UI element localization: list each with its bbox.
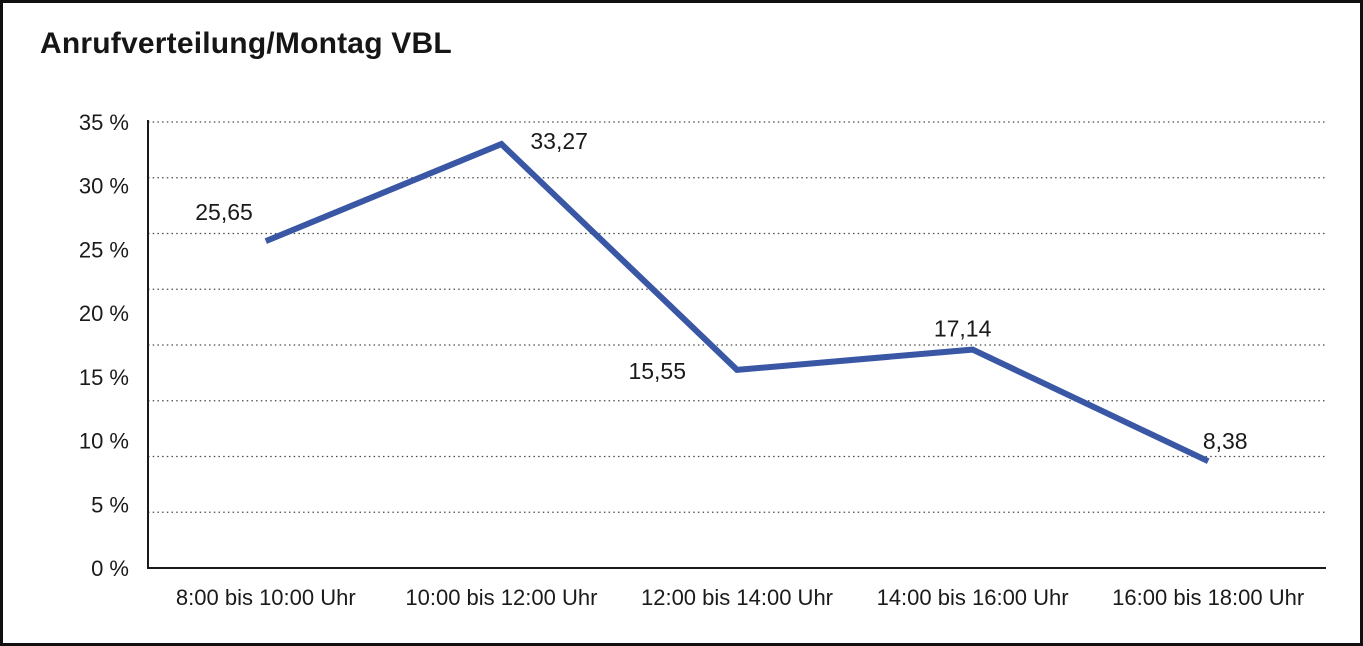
series-line xyxy=(264,140,1210,464)
point-label: 15,55 xyxy=(628,358,686,384)
y-tick-label: 35 % xyxy=(79,110,129,135)
y-tick-label: 5 % xyxy=(91,492,129,517)
point-label: 33,27 xyxy=(530,128,588,154)
x-category-label: 10:00 bis 12:00 Uhr xyxy=(405,585,597,610)
y-tick-label: 15 % xyxy=(79,365,129,390)
y-tick-label: 25 % xyxy=(79,237,129,262)
y-tick-label: 10 % xyxy=(79,429,129,454)
gridlines xyxy=(148,121,1326,513)
point-label: 17,14 xyxy=(934,316,992,342)
x-category-label: 14:00 bis 16:00 Uhr xyxy=(877,585,1069,610)
y-tick-label: 20 % xyxy=(79,301,129,326)
point-label: 8,38 xyxy=(1203,428,1248,454)
point-label: 25,65 xyxy=(195,199,253,225)
x-category-label: 16:00 bis 18:00 Uhr xyxy=(1112,585,1304,610)
y-tick-label: 0 % xyxy=(91,556,129,581)
chart-title: Anrufverteilung/Montag VBL xyxy=(40,27,452,60)
point-labels: 25,65 33,27 15,55 17,14 8,38 xyxy=(195,128,1247,454)
y-tick-label: 30 % xyxy=(79,174,129,199)
x-category-label: 8:00 bis 10:00 Uhr xyxy=(176,585,356,610)
x-axis-labels: 8:00 bis 10:00 Uhr 10:00 bis 12:00 Uhr 12:… xyxy=(176,585,1304,610)
chart-plot-area: 35 % 30 % 25 % 20 % 15 % 10 % 5 % 0 % 8:00 bis 1… xyxy=(79,110,1326,610)
y-axis-labels: 35 % 30 % 25 % 20 % 15 % 10 % 5 % 0 % xyxy=(79,110,129,581)
x-category-label: 12:00 bis 14:00 Uhr xyxy=(641,585,833,610)
